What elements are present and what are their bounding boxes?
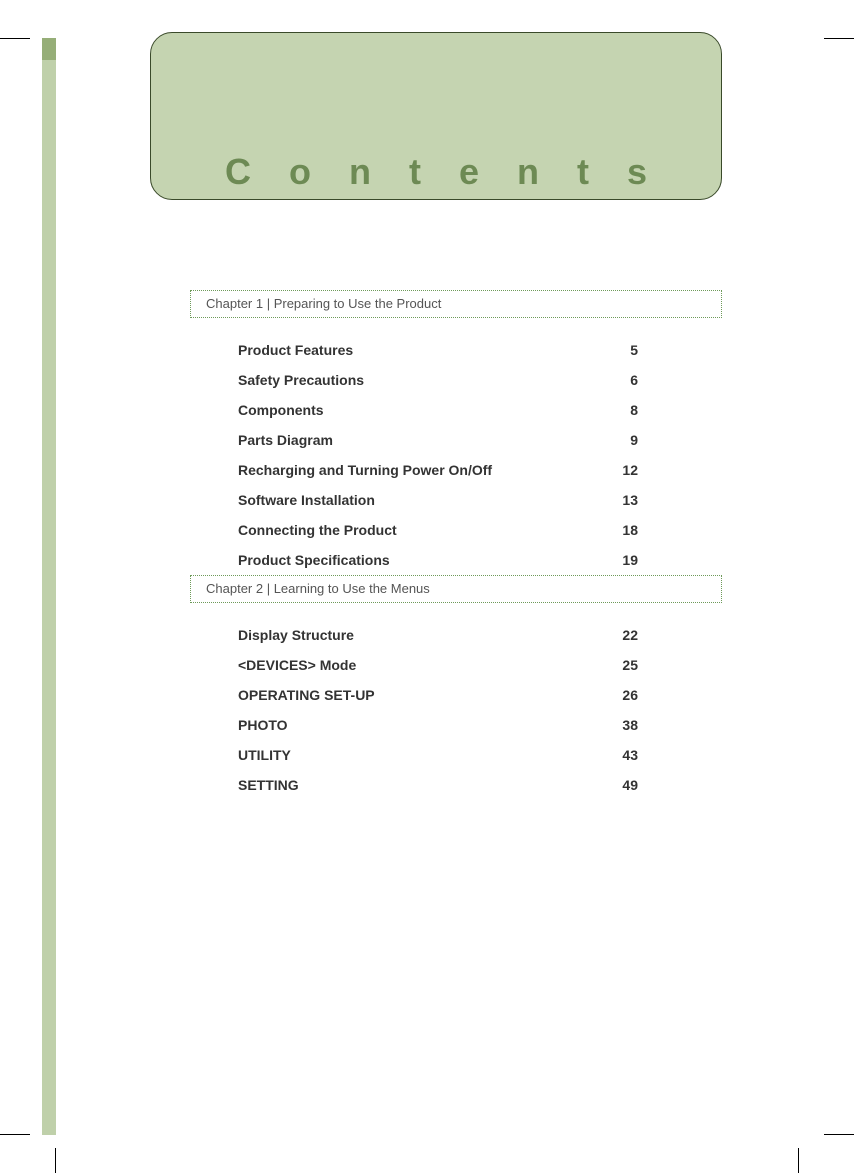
toc-row: Software Installation 13 [238,492,638,522]
chapter-2-toc: Display Structure 22 <DEVICES> Mode 25 O… [190,627,722,807]
toc-label: PHOTO [238,717,288,733]
toc-page: 26 [610,687,638,703]
toc-row: <DEVICES> Mode 25 [238,657,638,687]
toc-label: Product Specifications [238,552,390,568]
contents-banner: Contents [150,32,722,200]
chapter-1-title: Chapter 1 | Preparing to Use the Product [206,296,441,311]
chapter-1-block: Chapter 1 | Preparing to Use the Product… [190,290,722,582]
toc-row: PHOTO 38 [238,717,638,747]
crop-mark [55,1148,56,1173]
toc-label: Product Features [238,342,353,358]
crop-mark [824,38,854,39]
crop-mark [0,38,30,39]
crop-mark [798,1148,799,1173]
toc-page: 5 [610,342,638,358]
toc-label: Parts Diagram [238,432,333,448]
toc-page: 19 [610,552,638,568]
toc-page: 6 [610,372,638,388]
toc-page: 13 [610,492,638,508]
crop-mark [824,1134,854,1135]
toc-row: Connecting the Product 18 [238,522,638,552]
crop-mark [0,1134,30,1135]
toc-label: Safety Precautions [238,372,364,388]
toc-page: 43 [610,747,638,763]
toc-label: UTILITY [238,747,291,763]
toc-row: OPERATING SET-UP 26 [238,687,638,717]
toc-row: Parts Diagram 9 [238,432,638,462]
side-tab-accent [42,38,56,60]
chapter-2-title: Chapter 2 | Learning to Use the Menus [206,581,430,596]
toc-page: 9 [610,432,638,448]
toc-label: Software Installation [238,492,375,508]
toc-row: Display Structure 22 [238,627,638,657]
chapter-header: Chapter 2 | Learning to Use the Menus [190,575,722,603]
toc-page: 8 [610,402,638,418]
toc-label: OPERATING SET-UP [238,687,375,703]
toc-row: Recharging and Turning Power On/Off 12 [238,462,638,492]
chapter-2-block: Chapter 2 | Learning to Use the Menus Di… [190,575,722,807]
toc-row: Components 8 [238,402,638,432]
toc-page: 18 [610,522,638,538]
page-title: Contents [151,151,721,193]
toc-page: 25 [610,657,638,673]
toc-label: SETTING [238,777,299,793]
toc-row: SETTING 49 [238,777,638,807]
toc-row: Safety Precautions 6 [238,372,638,402]
chapter-header: Chapter 1 | Preparing to Use the Product [190,290,722,318]
toc-row: UTILITY 43 [238,747,638,777]
toc-label: Display Structure [238,627,354,643]
chapter-1-toc: Product Features 5 Safety Precautions 6 … [190,342,722,582]
toc-label: Recharging and Turning Power On/Off [238,462,492,478]
toc-page: 49 [610,777,638,793]
toc-row: Product Features 5 [238,342,638,372]
toc-page: 12 [610,462,638,478]
toc-page: 22 [610,627,638,643]
toc-label: <DEVICES> Mode [238,657,356,673]
toc-label: Components [238,402,324,418]
toc-label: Connecting the Product [238,522,397,538]
toc-page: 38 [610,717,638,733]
side-tab [42,38,56,1135]
